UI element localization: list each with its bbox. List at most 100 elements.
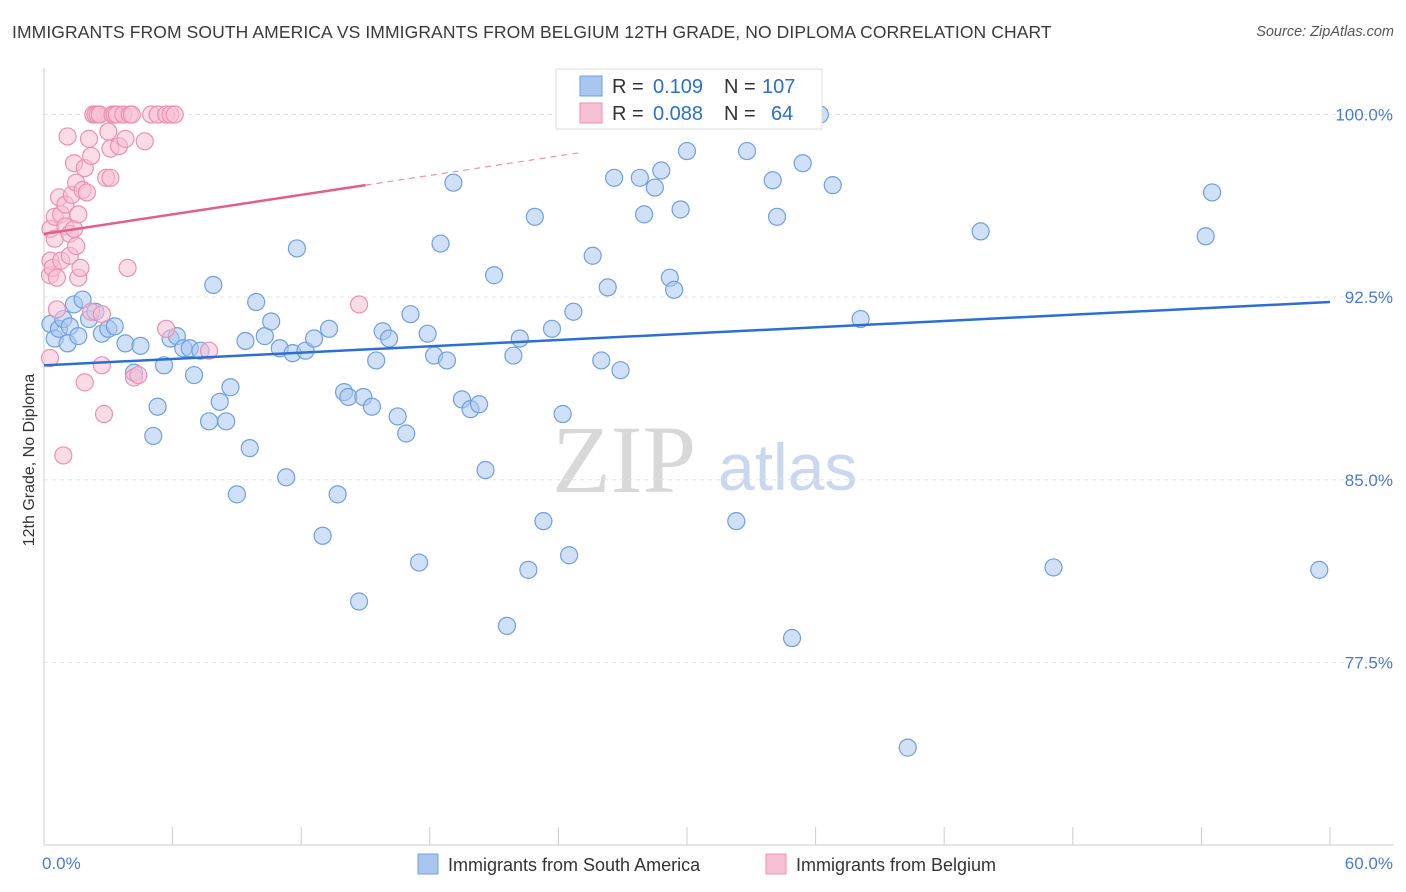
point-south-america-29 <box>217 412 236 431</box>
point-belgium-50 <box>118 258 137 278</box>
point-south-america-71 <box>519 560 538 579</box>
stats-swatch-belgium <box>579 102 603 124</box>
point-belgium-37 <box>92 356 111 375</box>
point-belgium-12 <box>54 446 73 465</box>
point-south-america-13 <box>105 317 124 336</box>
point-belgium-38 <box>92 305 111 324</box>
point-south-america-57 <box>409 553 429 572</box>
point-south-america-34 <box>247 292 266 312</box>
point-south-america-68 <box>497 616 517 635</box>
point-south-america-58 <box>418 324 437 343</box>
point-belgium-41 <box>99 122 118 141</box>
point-south-america-89 <box>665 280 684 299</box>
point-south-america-7 <box>69 327 88 346</box>
point-south-america-40 <box>287 239 307 258</box>
point-south-america-92 <box>727 512 746 531</box>
point-south-america-43 <box>313 526 332 545</box>
point-south-america-32 <box>236 331 255 351</box>
y-tick-label-1: 85.0% <box>1345 471 1393 490</box>
point-belgium-25 <box>71 258 90 278</box>
point-south-america-80 <box>592 351 611 370</box>
x-tick-labels: 0.0% 60.0% <box>42 854 1393 873</box>
point-belgium-54 <box>129 365 148 385</box>
y-tick-labels: 77.5% 85.0% 92.5% 100.0% <box>1335 106 1393 673</box>
point-south-america-105 <box>1203 183 1222 202</box>
chart-title: IMMIGRANTS FROM SOUTH AMERICA VS IMMIGRA… <box>12 22 1052 42</box>
legend-swatch-belgium <box>765 853 787 875</box>
trend-line-belgium-extension <box>365 152 580 186</box>
y-tick-label-2: 92.5% <box>1345 288 1393 307</box>
point-south-america-24 <box>184 365 204 385</box>
point-south-america-101 <box>898 738 917 757</box>
point-south-america-86 <box>645 178 664 197</box>
point-south-america-56 <box>401 305 420 324</box>
point-belgium-8 <box>47 268 66 287</box>
trend-lines <box>43 152 1331 367</box>
point-south-america-44 <box>319 319 339 338</box>
watermark-zip: ZIP <box>552 406 696 513</box>
axes <box>43 68 1394 846</box>
point-south-america-100 <box>851 309 870 329</box>
legend-swatch-south-america <box>417 853 439 875</box>
point-belgium-49 <box>116 129 135 148</box>
point-south-america-72 <box>525 207 544 226</box>
point-south-america-30 <box>221 378 240 397</box>
point-south-america-91 <box>677 141 697 161</box>
stats-n-value-2: 64 <box>771 103 793 125</box>
stats-r-value-2: 0.088 <box>653 103 703 125</box>
point-south-america-50 <box>362 397 382 416</box>
point-south-america-102 <box>971 222 990 241</box>
point-south-america-18 <box>148 397 167 416</box>
point-south-america-17 <box>144 426 163 446</box>
point-belgium-63 <box>349 295 369 314</box>
stats-r-label-2: R = <box>612 103 644 125</box>
point-south-america-106 <box>1310 560 1329 579</box>
point-south-america-36 <box>262 312 281 331</box>
y-tick-label-0: 77.5% <box>1345 653 1393 672</box>
point-south-america-85 <box>635 205 654 224</box>
point-belgium-32 <box>82 146 101 166</box>
point-south-america-87 <box>652 161 671 180</box>
point-south-america-31 <box>227 485 246 504</box>
point-belgium-43 <box>101 168 120 187</box>
point-south-america-42 <box>304 329 324 348</box>
point-south-america-94 <box>763 171 782 190</box>
x-tick-label-1: 60.0% <box>1345 854 1393 873</box>
stats-r-label-1: R = <box>612 76 644 98</box>
point-south-america-16 <box>131 336 150 355</box>
point-belgium-7 <box>47 300 66 319</box>
point-south-america-84 <box>630 168 649 187</box>
stats-legend: R = 0.109 N = 107 R = 0.088 N = 64 <box>555 68 823 130</box>
point-south-america-75 <box>553 404 572 424</box>
stats-n-label-2: N = <box>724 103 756 125</box>
point-south-america-95 <box>767 207 787 226</box>
point-belgium-55 <box>135 132 154 151</box>
point-south-america-66 <box>476 460 495 480</box>
point-south-america-33 <box>240 439 259 458</box>
grid-lines <box>44 114 1394 663</box>
legend-label-south-america: Immigrants from South America <box>448 855 701 875</box>
point-belgium-61 <box>157 319 176 338</box>
legend-label-belgium: Immigrants from Belgium <box>796 855 996 875</box>
point-south-america-65 <box>469 395 489 414</box>
stats-r-value-1: 0.109 <box>653 76 703 98</box>
point-belgium-39 <box>94 404 114 424</box>
point-belgium-23 <box>69 205 88 224</box>
point-belgium-60 <box>165 105 184 124</box>
point-south-america-70 <box>510 329 529 348</box>
point-belgium-22 <box>67 236 86 256</box>
point-belgium-0 <box>40 348 60 368</box>
point-south-america-90 <box>671 200 690 219</box>
point-south-america-27 <box>204 275 223 295</box>
point-south-america-51 <box>367 351 386 370</box>
point-south-america-83 <box>611 361 630 380</box>
point-belgium-27 <box>75 373 94 392</box>
point-south-america-79 <box>583 246 602 265</box>
point-belgium-52 <box>122 105 141 124</box>
y-tick-label-3: 100.0% <box>1335 106 1393 125</box>
series-belgium-points <box>40 105 369 465</box>
point-belgium-29 <box>77 183 96 202</box>
point-belgium-30 <box>79 129 99 148</box>
point-south-america-62 <box>444 173 463 192</box>
